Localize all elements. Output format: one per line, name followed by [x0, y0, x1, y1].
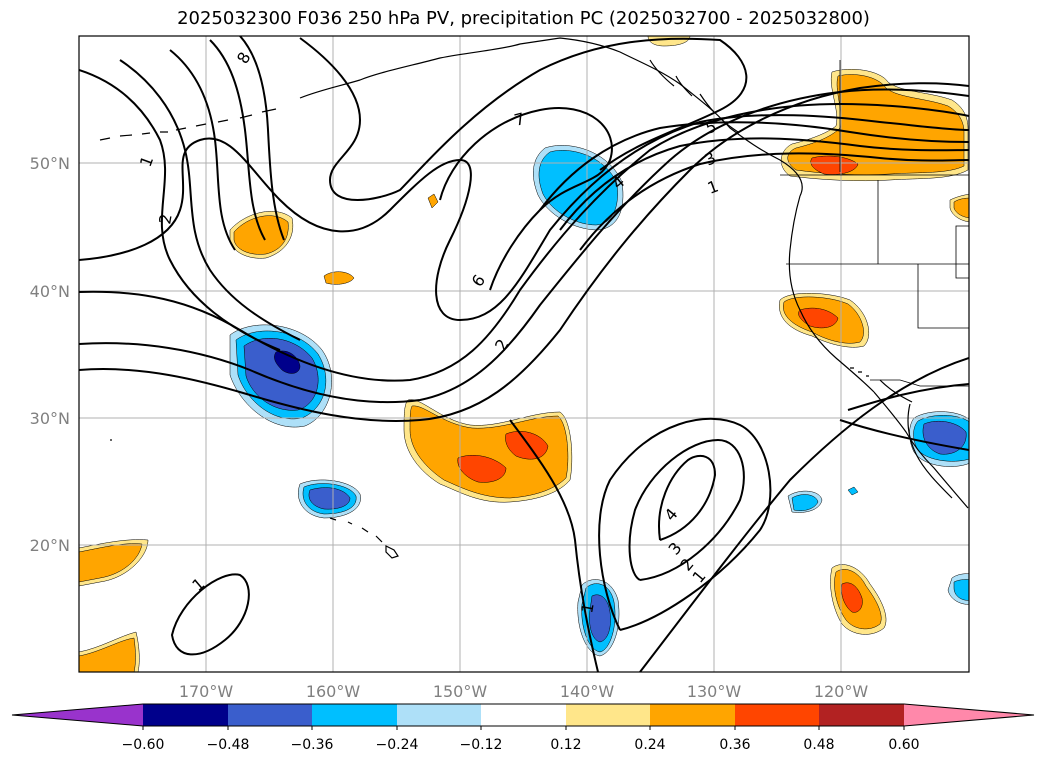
colorbar-tick-label: −0.24	[376, 737, 419, 753]
colorbar-tick-label: −0.12	[460, 737, 503, 753]
contour-line-left-b	[119, 59, 301, 341]
map-border	[78, 35, 970, 673]
lat-label: 30°N	[30, 409, 70, 428]
precip-shading	[79, 36, 969, 672]
colorbar: −0.60 −0.48 −0.36 −0.24 −0.12 0.12 0.24 …	[11, 703, 1035, 753]
lon-label: 140°W	[560, 682, 615, 701]
contour-line-east-loop	[299, 37, 748, 201]
contour-line-7-jet	[579, 152, 969, 251]
contour-line-east-baja-2	[847, 383, 969, 411]
contour-line-6-jet	[559, 137, 969, 231]
longitude-labels: 170°W 160°W 150°W 140°W 130°W 120°W	[179, 682, 869, 701]
contour-line-2-south	[598, 417, 772, 631]
colorbar-tick-label: 0.36	[719, 737, 750, 753]
colorbar-cell	[566, 704, 650, 726]
colorbar-cell	[735, 704, 819, 726]
contour-line-1-sw-ellipse	[170, 573, 250, 656]
lat-label: 20°N	[30, 536, 70, 555]
colorbar-tick-label: 0.24	[634, 737, 665, 753]
lon-label: 120°W	[814, 682, 869, 701]
colorbar-tick-label: −0.36	[291, 737, 334, 753]
contour-line-1-south	[639, 357, 969, 672]
contour-line-left-e	[239, 36, 285, 241]
contour-line-2-jet	[79, 88, 969, 404]
colorbar-cell	[228, 704, 312, 726]
colorbar-cell	[819, 704, 904, 726]
contour-label: 7	[512, 109, 527, 130]
pv-contours	[79, 36, 969, 672]
colorbar-cell	[650, 704, 735, 726]
lon-label: 160°W	[306, 682, 361, 701]
contour-line-4-south	[658, 454, 717, 541]
colorbar-tick-label: −0.48	[207, 737, 250, 753]
coastlines	[99, 37, 969, 559]
contour-label: 1	[577, 601, 597, 614]
contour-line-4-jet	[79, 114, 969, 322]
political-borders	[780, 60, 969, 387]
latitude-labels: 50°N 40°N 30°N 20°N	[30, 154, 70, 555]
colorbar-cell	[143, 704, 228, 726]
contour-line-east-baja	[839, 419, 969, 451]
contour-line-7-dome	[439, 107, 613, 291]
graticule	[79, 36, 969, 672]
contour-line-left-c	[169, 49, 236, 251]
contour-line-5-jet	[539, 121, 969, 211]
colorbar-ticks	[142, 726, 905, 730]
contour-label: 2	[155, 212, 175, 225]
contour-line-3-south	[628, 438, 745, 581]
colorbar-cell	[397, 704, 481, 726]
colorbar-tick-label: 0.60	[888, 737, 919, 753]
lat-label: 40°N	[30, 282, 70, 301]
colorbar-tick-label: −0.60	[122, 737, 165, 753]
lon-label: 170°W	[179, 682, 234, 701]
colorbar-cell	[481, 704, 566, 726]
contour-line-left-a	[79, 69, 281, 351]
lon-label: 150°W	[433, 682, 488, 701]
contour-line-left-d	[209, 39, 266, 241]
colorbar-cell	[312, 704, 397, 726]
lon-label: 130°W	[687, 682, 742, 701]
contour-line-1-trough	[509, 419, 599, 672]
map-title: 2025032300 F036 250 hPa PV, precipitatio…	[177, 8, 870, 29]
colorbar-cell	[12, 704, 143, 726]
colorbar-tick-label: 0.12	[550, 737, 581, 753]
lat-label: 50°N	[30, 154, 70, 173]
colorbar-tick-label: 0.48	[803, 737, 834, 753]
colorbar-cell	[904, 704, 1034, 726]
